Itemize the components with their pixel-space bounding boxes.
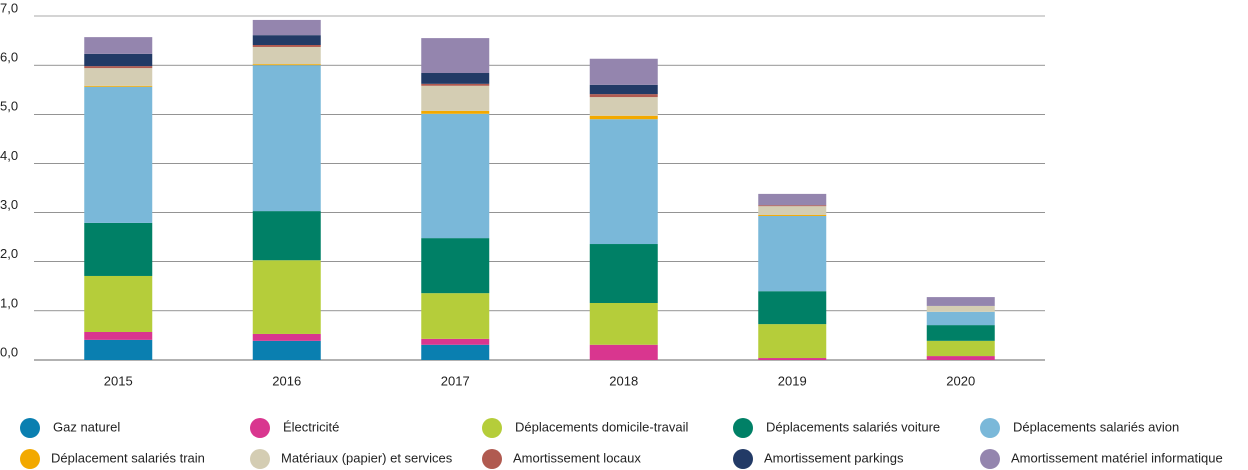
legend-swatch xyxy=(20,449,40,469)
legend-label: Déplacement salariés train xyxy=(51,450,205,465)
bar-segment xyxy=(252,260,321,334)
bar-segment xyxy=(421,293,490,339)
bar-segment xyxy=(252,46,321,65)
bar-segment xyxy=(421,38,490,74)
bar-segment xyxy=(758,291,827,325)
x-tick-label: 2018 xyxy=(609,373,638,388)
bar-segment xyxy=(84,85,153,87)
bar-segment xyxy=(84,222,153,276)
bar-segment xyxy=(421,83,490,86)
bar-segment xyxy=(758,324,827,359)
x-tick-label: 2016 xyxy=(272,373,301,388)
bar-segment xyxy=(252,19,321,36)
legend-swatch xyxy=(980,418,1000,438)
bar-segment xyxy=(758,193,827,206)
bar-segment xyxy=(758,216,827,292)
bar-segment xyxy=(84,275,153,332)
legend-label: Déplacements salariés voiture xyxy=(766,419,940,434)
bar-segment xyxy=(252,35,321,45)
bar-segment xyxy=(758,205,827,207)
bar-segment xyxy=(84,53,153,67)
y-tick-label: 2,0 xyxy=(0,246,18,261)
y-tick-label: 1,0 xyxy=(0,295,18,310)
legend-swatch xyxy=(482,449,502,469)
bar-segment xyxy=(926,325,995,341)
bar-segment xyxy=(589,244,658,303)
bar-segment xyxy=(252,65,321,212)
legend-label: Déplacements salariés avion xyxy=(1013,419,1179,434)
bar-segment xyxy=(252,211,321,261)
x-tick-label: 2020 xyxy=(946,373,975,388)
bar-segment xyxy=(84,37,153,54)
bar-segment xyxy=(252,333,321,341)
y-tick-label: 6,0 xyxy=(0,50,18,65)
bar-segment xyxy=(589,344,658,360)
bar-segment xyxy=(421,338,490,345)
legend-swatch xyxy=(733,449,753,469)
y-tick-label: 7,0 xyxy=(0,0,18,15)
bar-segment xyxy=(926,305,995,312)
bar-segment xyxy=(84,331,153,340)
legend-label: Amortissement locaux xyxy=(513,450,641,465)
bar-segment xyxy=(84,68,153,86)
bar-segment xyxy=(84,86,153,223)
legend-swatch xyxy=(250,418,270,438)
bar-segment xyxy=(589,84,658,95)
bar-segment xyxy=(252,44,321,47)
bar-segment xyxy=(758,358,827,360)
bar-segment xyxy=(421,238,490,294)
bar-segment xyxy=(84,339,153,360)
bar-segment xyxy=(252,64,321,66)
bar-segment xyxy=(926,340,995,357)
bar-segment xyxy=(589,94,658,98)
bar-segment xyxy=(252,340,321,360)
legend-label: Matériaux (papier) et services xyxy=(281,450,453,465)
legend-label: Amortissement matériel informatique xyxy=(1011,450,1223,465)
legend-swatch xyxy=(980,449,1000,469)
bar-segment xyxy=(589,119,658,245)
legend-label: Gaz naturel xyxy=(53,419,120,434)
y-tick-label: 4,0 xyxy=(0,148,18,163)
bar-segment xyxy=(589,97,658,116)
bar-segment xyxy=(589,115,658,120)
legend-swatch xyxy=(20,418,40,438)
bar-segment xyxy=(421,344,490,360)
y-tick-label: 3,0 xyxy=(0,197,18,212)
bar-segment xyxy=(421,85,490,111)
bar-segment xyxy=(421,110,490,114)
bar-segment xyxy=(84,66,153,69)
x-tick-label: 2019 xyxy=(778,373,807,388)
legend-swatch xyxy=(733,418,753,438)
y-tick-label: 5,0 xyxy=(0,99,18,114)
bar-segment xyxy=(758,206,827,216)
bar-segment xyxy=(589,58,658,85)
x-tick-label: 2017 xyxy=(441,373,470,388)
bar-segment xyxy=(589,302,658,345)
legend-label: Électricité xyxy=(283,419,339,434)
x-tick-label: 2015 xyxy=(104,373,133,388)
legend-label: Amortissement parkings xyxy=(764,450,904,465)
bar-segment xyxy=(926,356,995,360)
bar-segment xyxy=(758,215,827,217)
bar-segment xyxy=(926,297,995,306)
y-tick-label: 0,0 xyxy=(0,344,18,359)
legend-swatch xyxy=(250,449,270,469)
bar-segment xyxy=(926,311,995,326)
bar-segment xyxy=(421,113,490,239)
legend-swatch xyxy=(482,418,502,438)
bar-segment xyxy=(421,73,490,84)
legend-label: Déplacements domicile-travail xyxy=(515,419,689,434)
